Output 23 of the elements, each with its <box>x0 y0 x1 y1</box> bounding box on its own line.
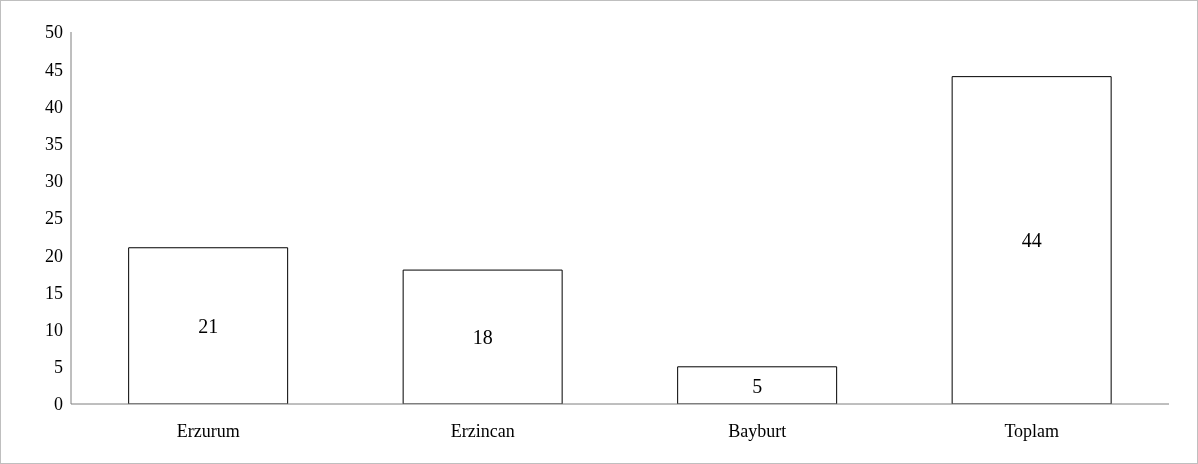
y-tick-label: 25 <box>45 208 63 229</box>
data-label: 18 <box>472 326 493 349</box>
bar <box>677 366 838 404</box>
y-tick-label: 5 <box>54 357 63 378</box>
y-tick-label: 20 <box>45 245 63 266</box>
y-tick-label: 0 <box>54 394 63 415</box>
x-tick-label: Toplam <box>1004 420 1060 441</box>
y-tick-label: 40 <box>45 96 63 117</box>
y-tick-label: 30 <box>45 171 63 192</box>
y-tick-label: 50 <box>45 22 63 43</box>
x-tick-label: Erzincan <box>450 420 515 441</box>
data-label: 44 <box>1021 229 1042 252</box>
bar <box>402 269 563 404</box>
bar <box>951 76 1112 404</box>
y-tick-label: 10 <box>45 319 63 340</box>
data-label: 21 <box>198 314 219 337</box>
x-tick-label: Erzurum <box>176 420 240 441</box>
data-label: 5 <box>752 374 763 397</box>
y-tick-label: 15 <box>45 282 63 303</box>
x-tick-label: Bayburt <box>728 420 787 441</box>
bar <box>128 247 289 404</box>
y-tick-label: 45 <box>45 59 63 80</box>
y-tick-label: 35 <box>45 133 63 154</box>
